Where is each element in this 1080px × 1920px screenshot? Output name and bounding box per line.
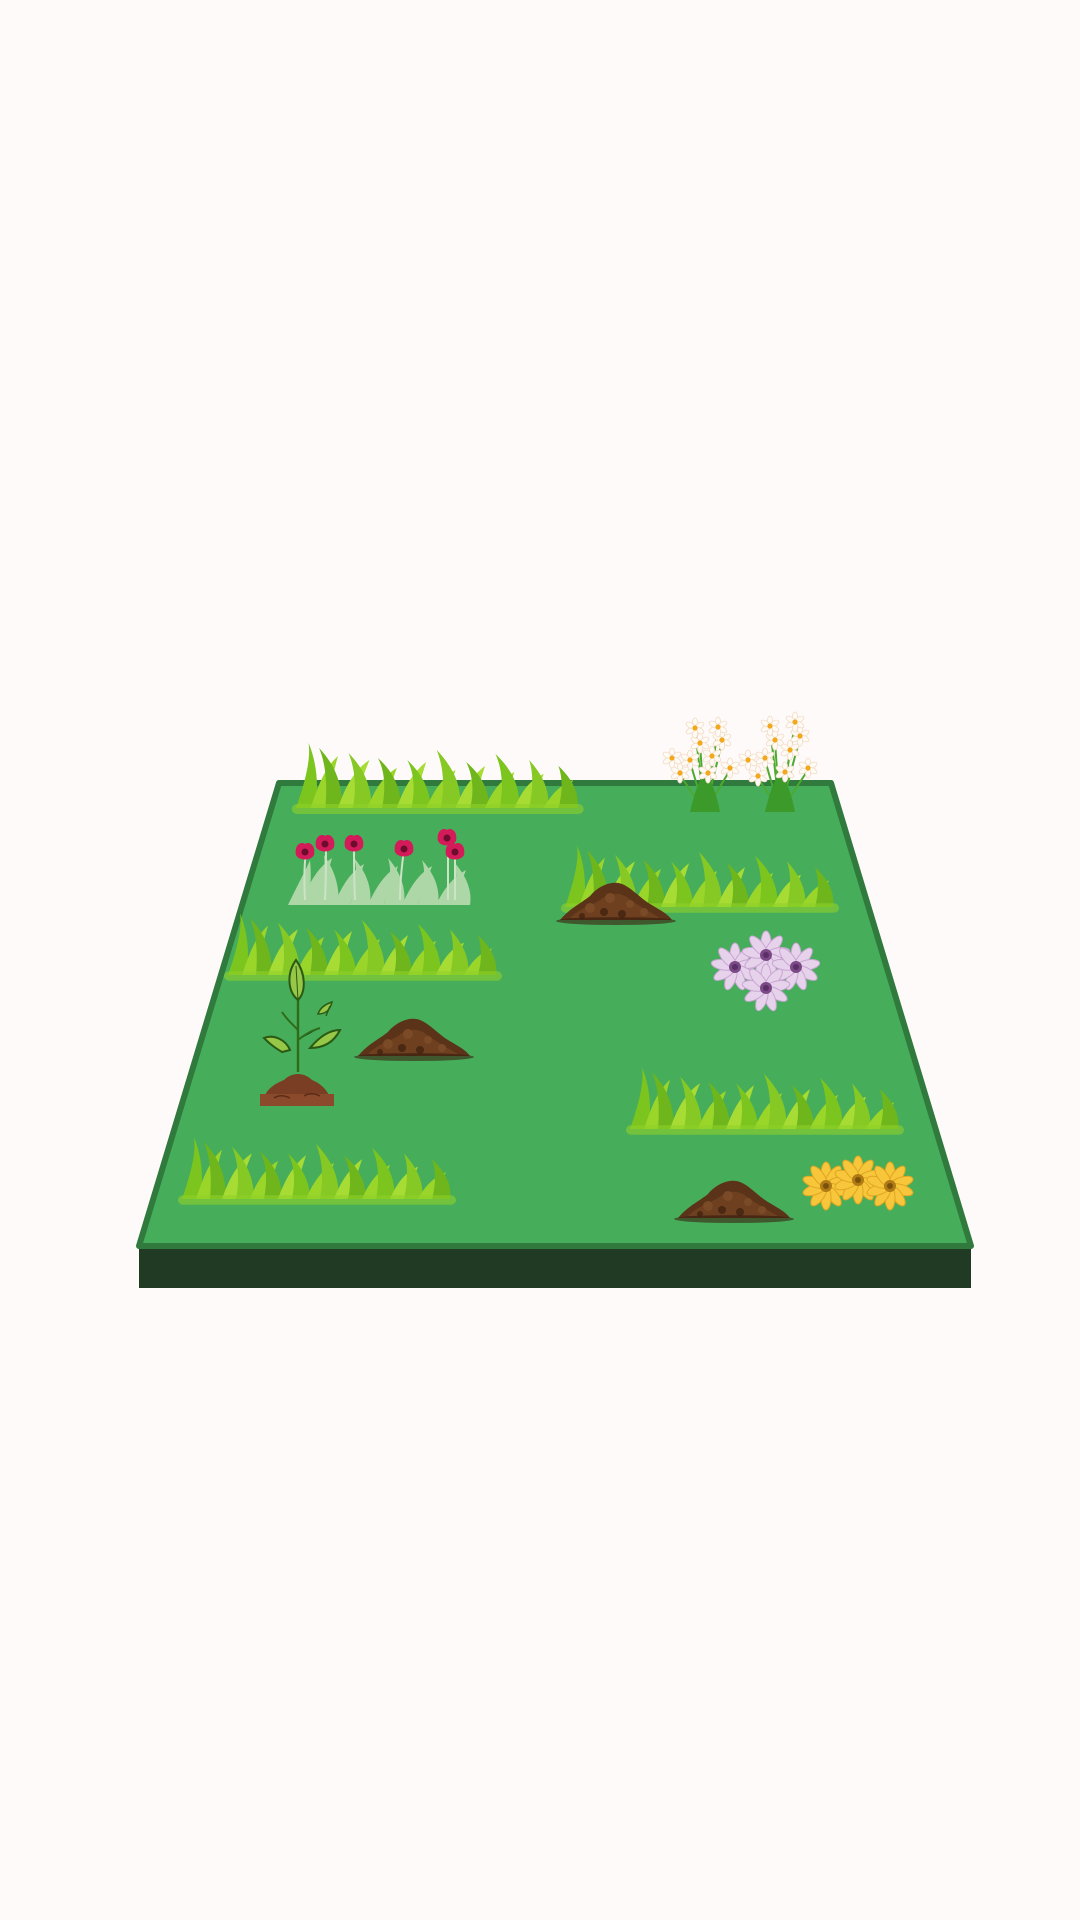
garden-plot — [136, 780, 974, 1288]
seedling-sprout-icon[interactable] — [260, 958, 342, 1106]
grass-tuft[interactable] — [291, 743, 584, 814]
plot-base — [139, 1246, 971, 1288]
white-daisy-flowers-icon[interactable] — [661, 711, 819, 813]
red-poppy-flowers-icon[interactable] — [288, 829, 471, 905]
